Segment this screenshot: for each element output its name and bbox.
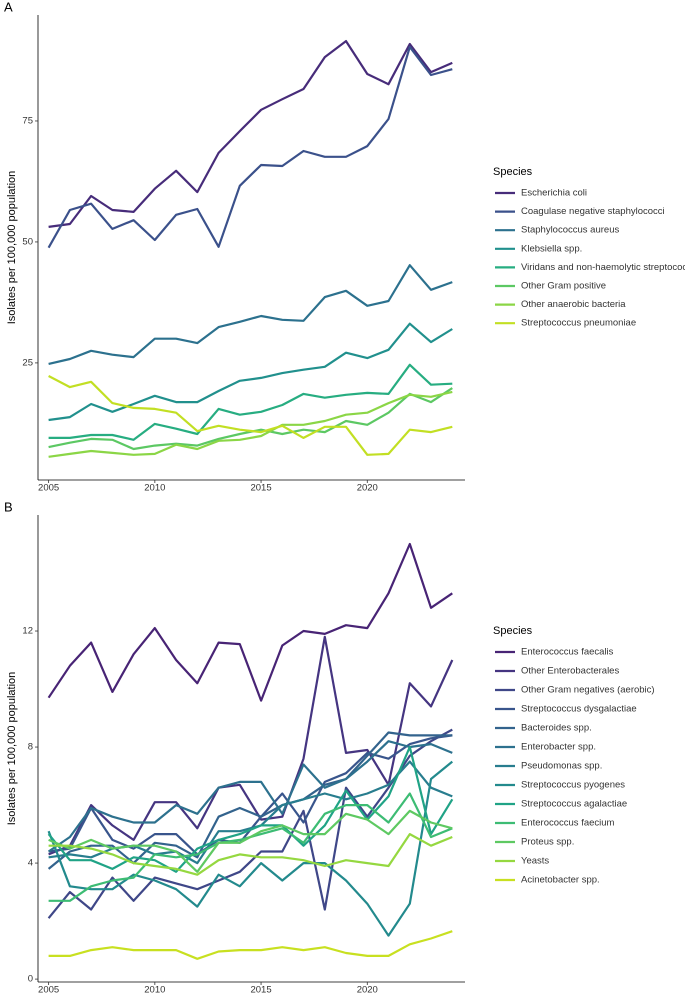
- series-line: [48, 363, 453, 441]
- y-tick-label: 25: [22, 357, 33, 368]
- y-tick-label: 12: [22, 626, 33, 637]
- series-line: [47, 542, 453, 702]
- legend-label: Pseudomonas spp.: [521, 761, 602, 772]
- series-line: [48, 375, 453, 456]
- series-line: [47, 728, 453, 919]
- y-tick-label: 75: [22, 115, 33, 126]
- legend-label: Proteus spp.: [521, 837, 574, 848]
- x-tick-label: 2020: [357, 483, 378, 494]
- series-line: [48, 387, 453, 451]
- y-tick-label: 50: [22, 236, 33, 247]
- legend-label: Streptococcus dysgalactiae: [521, 704, 637, 715]
- legend-label: Other anaerobic bacteria: [521, 299, 626, 310]
- legend-title: Species: [493, 625, 533, 637]
- x-tick-label: 2010: [144, 985, 165, 994]
- legend-title: Species: [493, 166, 533, 178]
- x-tick-label: 2015: [250, 483, 271, 494]
- legend-label: Enterococcus faecalis: [521, 647, 614, 658]
- legend-label: Klebsiella spp.: [521, 243, 582, 254]
- series-line: [47, 45, 453, 249]
- legend-label: Staphylococcus aureus: [521, 225, 619, 236]
- series-line: [48, 390, 453, 458]
- series-line: [48, 40, 453, 228]
- x-tick-label: 2015: [250, 985, 271, 994]
- series-line: [48, 635, 454, 856]
- legend-label: Enterococcus faecium: [521, 818, 615, 829]
- series-line: [47, 745, 454, 873]
- legend-label: Acinetobacter spp.: [521, 875, 600, 886]
- x-tick-label: 2005: [38, 483, 59, 494]
- x-tick-label: 2005: [38, 985, 59, 994]
- legend-label: Yeasts: [521, 856, 549, 867]
- legend-label: Escherichia coli: [521, 188, 587, 199]
- series-line: [47, 740, 453, 853]
- x-tick-label: 2020: [357, 985, 378, 994]
- legend-label: Other Gram positive: [521, 281, 606, 292]
- series-line: [48, 264, 453, 365]
- series-line: [47, 760, 453, 937]
- series-line: [48, 833, 453, 876]
- y-axis-title: Isolates per 100,000 population: [6, 171, 18, 325]
- legend-label: Other Gram negatives (aerobic): [521, 685, 655, 696]
- legend-label: Other Enterobacterales: [521, 666, 619, 677]
- y-tick-label: 8: [28, 742, 33, 753]
- legend-label: Enterobacter spp.: [521, 742, 596, 753]
- series-line: [48, 930, 453, 960]
- legend-label: Coagulase negative staphylococci: [521, 206, 665, 217]
- legend-label: Streptococcus pneumoniae: [521, 318, 636, 329]
- y-tick-label: 4: [28, 858, 33, 869]
- legend-label: Streptococcus agalactiae: [521, 799, 627, 810]
- legend-label: Viridans and non-haemolytic streptococci: [521, 262, 685, 273]
- y-tick-label: 0: [28, 974, 33, 985]
- panel-label: B: [4, 499, 13, 514]
- x-tick-label: 2010: [144, 483, 165, 494]
- panel-label: A: [4, 0, 13, 14]
- series-line: [48, 809, 453, 873]
- series-line: [48, 322, 453, 422]
- legend-label: Streptococcus pyogenes: [521, 780, 625, 791]
- y-axis-title: Isolates per 100,000 population: [6, 672, 18, 826]
- legend-label: Bacteroides spp.: [521, 723, 592, 734]
